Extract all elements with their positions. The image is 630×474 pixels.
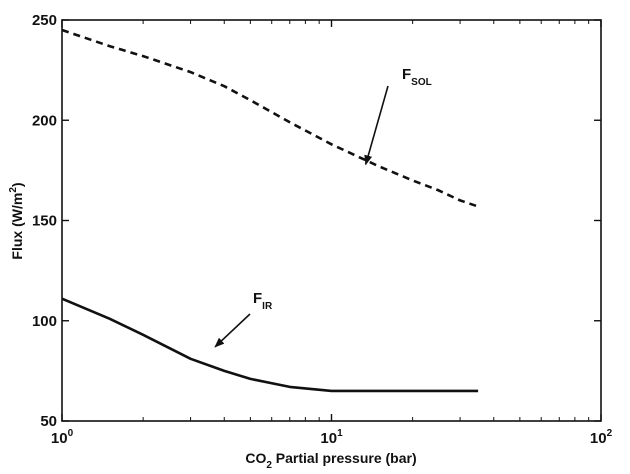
annotation-label-ir: FIR	[253, 290, 273, 312]
data-series	[61, 28, 479, 393]
x-tick-label: 100	[51, 428, 74, 447]
y-tick-label: 250	[32, 12, 57, 29]
x-tick-label: 101	[320, 428, 343, 447]
annotation-label-sol: FSOL	[402, 66, 432, 88]
annotation-arrow-sol	[364, 85, 389, 166]
y-tick-label: 200	[32, 112, 57, 129]
x-axis-label: CO2 Partial pressure (bar)	[245, 450, 416, 471]
plot-frame	[61, 19, 602, 422]
series-annotations: FSOL FIR	[214, 66, 432, 348]
x-tick-label: 102	[590, 428, 613, 447]
annotation-arrow-ir	[214, 313, 251, 348]
y-tick-label: 150	[32, 213, 57, 230]
y-tick-label: 50	[40, 413, 57, 430]
y-tick-label: 100	[32, 313, 57, 330]
series-line-sol	[61, 28, 479, 208]
y-axis-label: Flux (W/m2)	[8, 182, 25, 259]
series-line-ir	[61, 297, 479, 393]
